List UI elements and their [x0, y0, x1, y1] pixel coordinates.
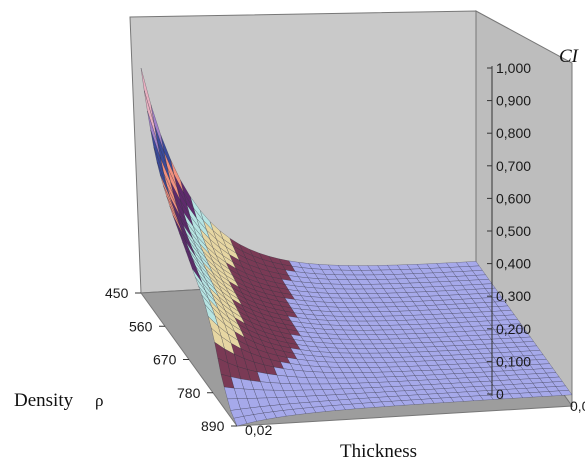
z-tick-label: 0,600 — [496, 190, 531, 206]
density-tick-label: 560 — [129, 318, 153, 334]
z-tick-label: 0,200 — [496, 321, 531, 337]
z-tick-label: 1,000 — [496, 60, 531, 76]
z-tick-label: 0,100 — [496, 353, 531, 369]
z-tick-label: 0,500 — [496, 223, 531, 239]
thickness-tick-label: 0,05 — [570, 398, 585, 414]
z-axis-title: CI — [559, 46, 580, 67]
density-axis-title: Density — [14, 390, 74, 411]
z-tick-label: 0,700 — [496, 158, 531, 174]
density-tick-label: 670 — [153, 352, 177, 368]
thickness-axis-title: Thickness — [340, 441, 417, 462]
density-tick-label: 780 — [177, 385, 201, 401]
density-tick-label: 890 — [201, 418, 225, 434]
z-tick-label: 0,800 — [496, 125, 531, 141]
z-tick-label: 0,300 — [496, 288, 531, 304]
surface-mesh — [140, 67, 573, 427]
axes: 1,000 0,900 0,800 0,700 0,600 0,500 0,400 0,300… — [105, 60, 585, 438]
z-tick-label: 0,400 — [496, 256, 531, 272]
z-tick-label: 0 — [496, 386, 504, 402]
thickness-tick-label: 0,02 — [245, 422, 272, 438]
density-tick-label: 450 — [105, 285, 129, 301]
back-wall — [129, 10, 477, 294]
z-tick-label: 0,900 — [496, 93, 531, 109]
surface-cell — [233, 416, 248, 427]
density-axis-symbol: ρ — [95, 391, 103, 410]
